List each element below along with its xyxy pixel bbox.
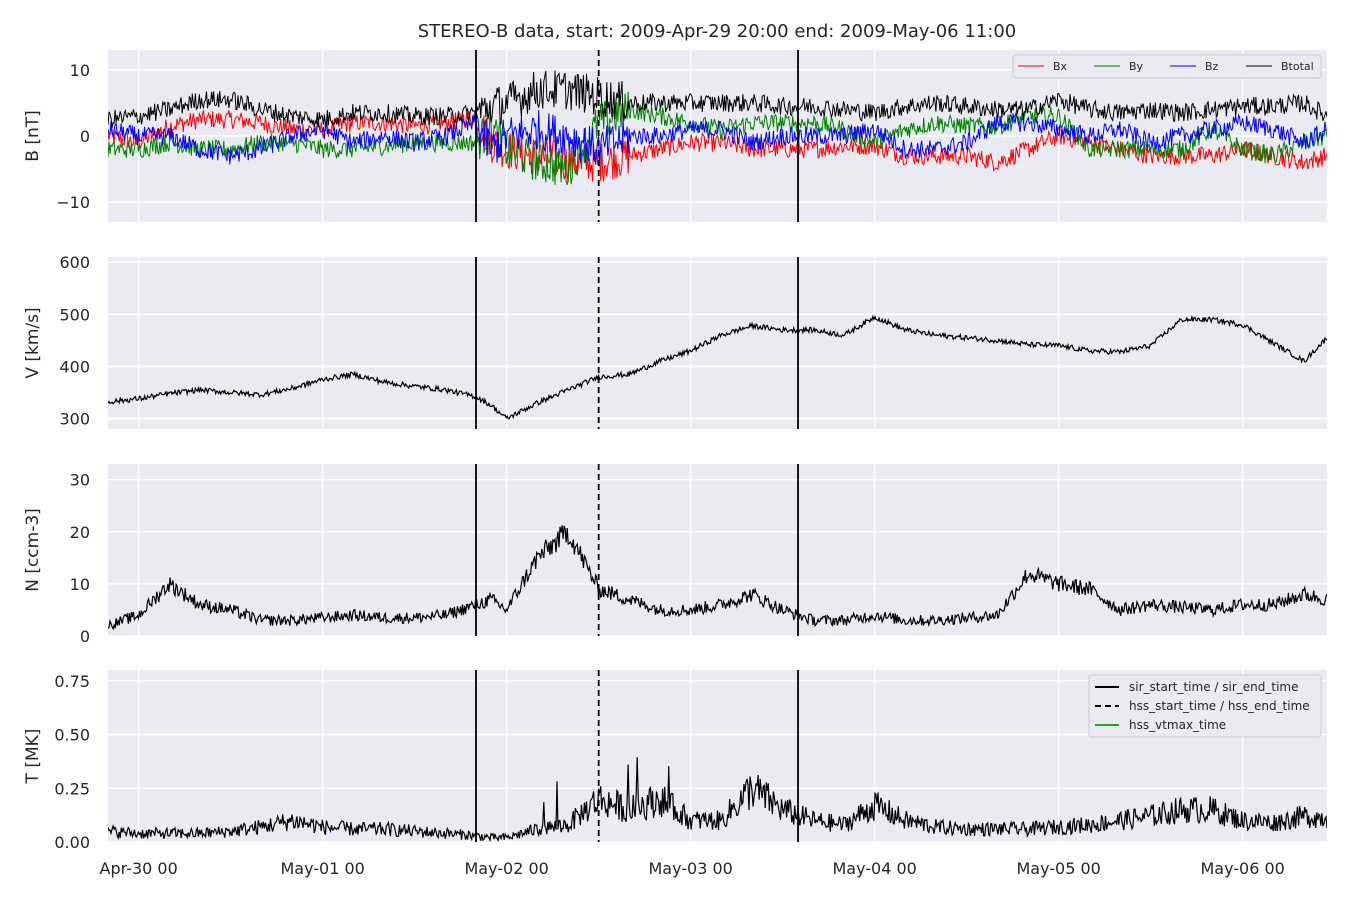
legend-label: Btotal [1281, 60, 1314, 73]
legend-label: sir_start_time / sir_end_time [1129, 680, 1299, 694]
y-tick-label: 600 [59, 253, 90, 272]
y-tick-label: 500 [59, 305, 90, 324]
x-axis-tick-labels: Apr-30 00 May-01 00 May-02 00 May-03 00 May-… [100, 859, 1285, 878]
y-axis-label: T [MK] [23, 729, 43, 785]
y-tick-label: 0.00 [54, 833, 90, 852]
series-group [108, 314, 1327, 420]
series-line-bz [108, 110, 1327, 166]
y-axis-label: V [km/s] [23, 307, 43, 378]
panel-2: 300 400 500 600 V [km/s] [23, 253, 1327, 429]
legend-events: sir_start_time / sir_end_time hss_start_t… [1088, 674, 1322, 738]
plot-area [108, 257, 1327, 429]
legend-label: hss_start_time / hss_end_time [1129, 699, 1310, 713]
series-group [108, 757, 1327, 842]
panel-1: −10 0 10 B [nT] Bx By Bz Btotal [23, 50, 1327, 222]
chart-title: STEREO-B data, start: 2009-Apr-29 20:00 … [418, 21, 1016, 42]
y-tick-label: 0 [80, 627, 90, 646]
y-tick-label: 10 [70, 61, 90, 80]
x-tick-label: May-01 00 [280, 859, 364, 878]
y-tick-label: 0.75 [54, 672, 90, 691]
y-tick-label: 10 [70, 575, 90, 594]
legend-b: Bx By Bz Btotal [1012, 54, 1322, 79]
panel-3: 0 10 20 30 N [ccm-3] [23, 464, 1327, 646]
y-tick-label: 30 [70, 471, 90, 490]
legend-label: Bx [1053, 60, 1068, 73]
panel-4: 0.00 0.25 0.50 0.75 T [MK] sir_start_time / s… [23, 670, 1327, 852]
y-tick-label: 400 [59, 357, 90, 376]
series-group [108, 525, 1327, 631]
x-tick-label: May-02 00 [464, 859, 548, 878]
legend-label: hss_vtmax_time [1129, 718, 1226, 732]
y-tick-label: 300 [59, 410, 90, 429]
legend-label: Bz [1205, 60, 1219, 73]
x-tick-label: May-05 00 [1016, 859, 1100, 878]
x-tick-label: May-04 00 [832, 859, 916, 878]
series-line-btotal [108, 70, 1327, 128]
y-tick-label: 0 [80, 127, 90, 146]
legend-label: By [1129, 60, 1144, 73]
series-line-v [108, 314, 1327, 420]
y-axis-label: B [nT] [23, 110, 43, 162]
series-line-t [108, 757, 1327, 842]
y-tick-label: 0.25 [54, 779, 90, 798]
series-line-n [108, 525, 1327, 631]
x-tick-label: May-06 00 [1200, 859, 1284, 878]
series-group [108, 70, 1327, 185]
plot-area [108, 464, 1327, 636]
x-tick-label: May-03 00 [648, 859, 732, 878]
y-tick-label: 20 [70, 523, 90, 542]
x-tick-label: Apr-30 00 [100, 859, 178, 878]
y-axis-label: N [ccm-3] [23, 508, 43, 592]
y-tick-label: −10 [56, 193, 90, 212]
y-tick-label: 0.50 [54, 726, 90, 745]
